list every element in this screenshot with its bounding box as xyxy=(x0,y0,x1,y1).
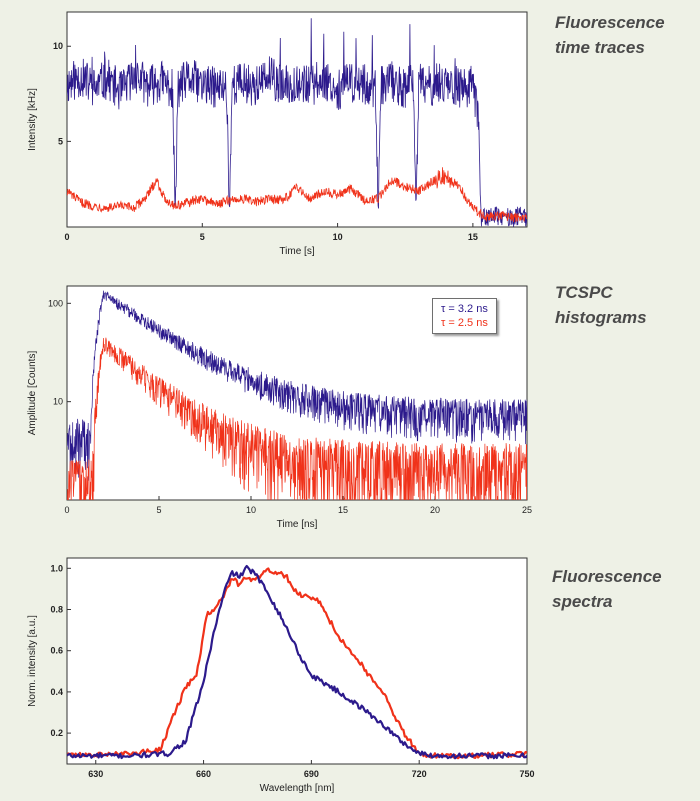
y-axis-label: Amplitude [Counts] xyxy=(27,351,38,436)
y-tick-label: 0.4 xyxy=(50,687,63,697)
time-traces-panel: 0 5 10 15 5 10 Time [s] Intensity [kHz] Fluores… xyxy=(0,0,700,260)
x-axis-label: Time [ns] xyxy=(277,519,318,530)
x-tick-label: 5 xyxy=(200,232,205,242)
tcspc-panel: 0 5 10 15 20 25 10 100 Time [ns] Amplitude [Count… xyxy=(0,270,700,535)
series-line-1 xyxy=(67,564,527,760)
tcspc-chart: 0 5 10 15 20 25 10 100 Time [ns] Amplitude [Count… xyxy=(27,285,532,530)
x-tick-label: 720 xyxy=(412,769,427,779)
y-tick-label: 0.8 xyxy=(50,605,63,615)
tcspc-caption: TCSPC histograms xyxy=(555,283,647,327)
x-tick-label: 0 xyxy=(64,232,69,242)
x-tick-label: 15 xyxy=(468,232,478,242)
y-tick-label: 1.0 xyxy=(50,563,63,573)
series-line-2 xyxy=(67,167,527,223)
x-tick-label: 10 xyxy=(246,505,256,515)
x-tick-label: 5 xyxy=(156,505,161,515)
y-axis-label: Intensity [kHz] xyxy=(27,88,38,151)
x-tick-label: 15 xyxy=(338,505,348,515)
spectra-caption: Fluorescence spectra xyxy=(552,567,662,611)
tcspc-legend: τ = 3.2 ns τ = 2.5 ns xyxy=(432,298,497,334)
series-line-2 xyxy=(67,337,527,500)
time-traces-chart: 0 5 10 15 5 10 Time [s] Intensity [kHz] xyxy=(27,11,528,257)
series-line-2 xyxy=(67,567,527,760)
plot-area xyxy=(66,557,528,765)
x-tick-label: 25 xyxy=(522,505,532,515)
y-axis-label: Norm. intensity [a.u.] xyxy=(27,615,38,707)
spectra-chart: 630 660 690 720 750 0.2 0.4 0.6 0.8 1.0 Wavelength… xyxy=(27,557,535,794)
y-tick-label: 0.2 xyxy=(50,728,63,738)
x-tick-label: 660 xyxy=(196,769,211,779)
x-tick-label: 10 xyxy=(333,232,343,242)
y-tick-label: 10 xyxy=(53,397,63,407)
x-axis-label: Wavelength [nm] xyxy=(260,783,335,794)
plot-area xyxy=(66,11,528,228)
y-tick-label: 5 xyxy=(58,136,63,146)
y-tick-label: 100 xyxy=(48,298,63,308)
x-tick-label: 0 xyxy=(64,505,69,515)
spectra-panel: 630 660 690 720 750 0.2 0.4 0.6 0.8 1.0 Wavelength… xyxy=(0,540,700,801)
y-tick-label: 0.6 xyxy=(50,646,63,656)
y-tick-label: 10 xyxy=(53,41,63,51)
x-axis-label: Time [s] xyxy=(279,246,314,257)
series-line-1 xyxy=(67,18,527,227)
series-line-1 xyxy=(67,290,527,481)
x-tick-label: 630 xyxy=(88,769,103,779)
time-traces-caption: Fluorescence time traces xyxy=(555,13,665,57)
x-tick-label: 690 xyxy=(304,769,319,779)
legend-entry-series-1: τ = 3.2 ns xyxy=(441,303,488,315)
legend-entry-series-2: τ = 2.5 ns xyxy=(441,317,488,329)
x-tick-label: 750 xyxy=(519,769,534,779)
x-tick-label: 20 xyxy=(430,505,440,515)
